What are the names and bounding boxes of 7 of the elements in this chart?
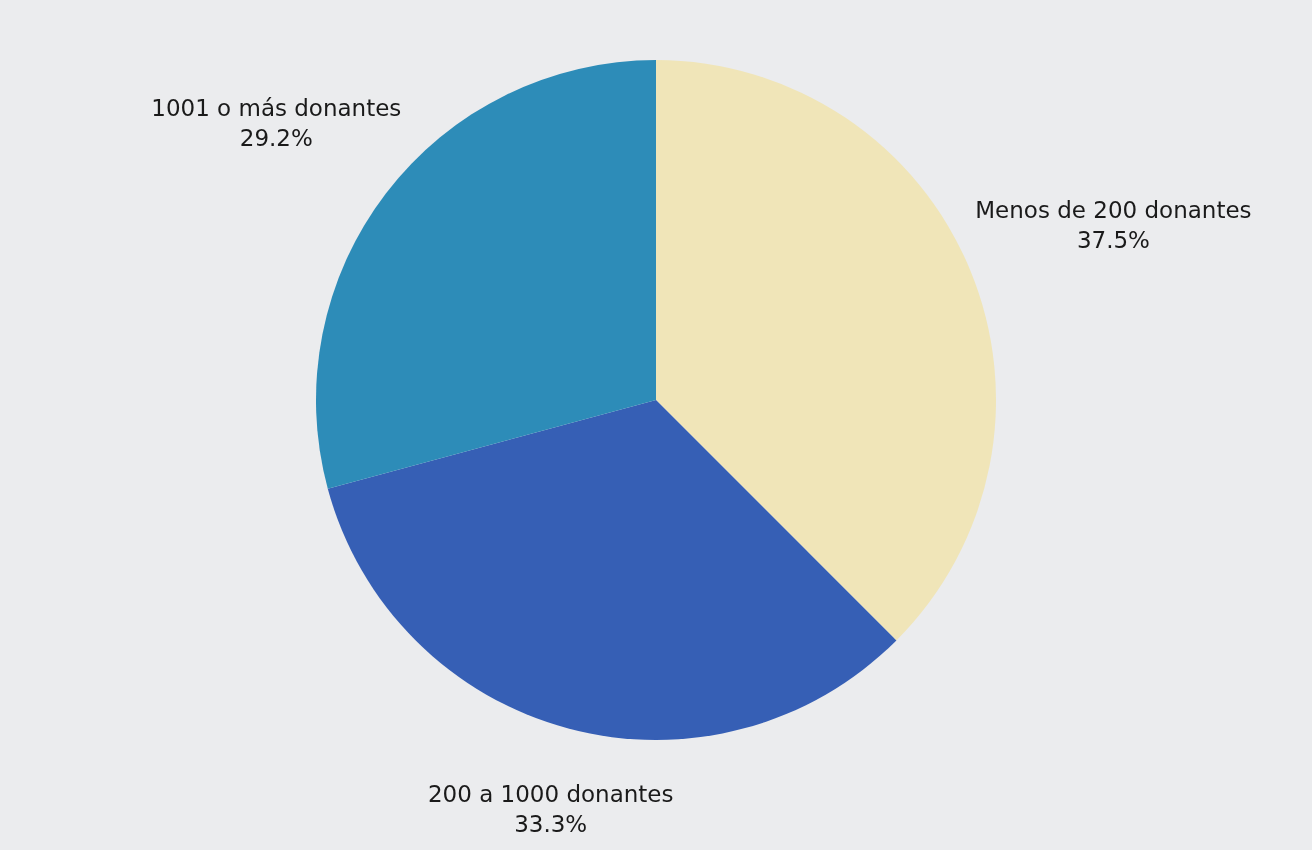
data-label: 33.3% bbox=[514, 810, 588, 837]
pie-slice bbox=[327, 400, 897, 740]
slice-label: 200 a 1000 donantes bbox=[427, 780, 674, 807]
slice-label: Menos de 200 donantes bbox=[975, 196, 1252, 223]
slice-label: 1001 o más donantes bbox=[151, 95, 402, 122]
data-label: 29.2% bbox=[239, 125, 313, 152]
data-label: 37.5% bbox=[1076, 226, 1150, 253]
